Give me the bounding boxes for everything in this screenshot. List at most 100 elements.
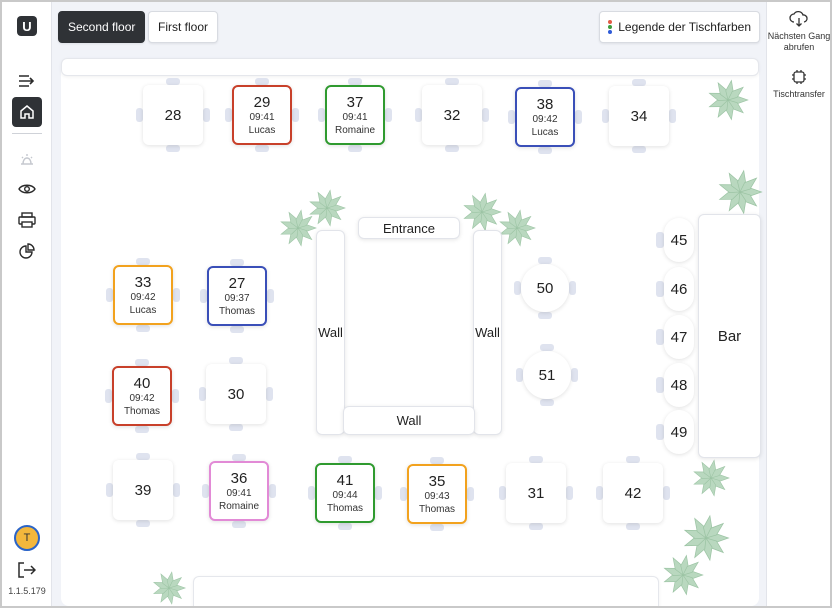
chair (538, 147, 552, 154)
table-48[interactable]: 48 (656, 363, 694, 407)
chair (430, 524, 444, 531)
table-29[interactable]: 29 09:41 Lucas (225, 78, 299, 152)
table-30[interactable]: 30 (199, 357, 273, 431)
table-50[interactable]: 50 (514, 257, 576, 319)
table-transfer-button[interactable]: Tischtransfer (767, 68, 831, 100)
table-surface[interactable]: 45 (664, 218, 694, 262)
table-surface[interactable]: 48 (664, 363, 694, 407)
home-icon[interactable] (12, 97, 42, 127)
table-31[interactable]: 31 (499, 456, 573, 530)
table-time: 09:42 (130, 291, 156, 303)
table-surface[interactable]: 49 (664, 410, 694, 454)
table-surface[interactable]: 28 (143, 85, 203, 145)
plant-decoration-icon (309, 189, 346, 227)
table-41[interactable]: 41 09:44 Thomas (308, 456, 382, 530)
table-27[interactable]: 27 09:37 Thomas (200, 259, 274, 333)
table-number: 28 (164, 106, 182, 124)
table-surface[interactable]: 29 09:41 Lucas (232, 85, 292, 145)
plant-decoration-icon (708, 79, 749, 121)
table-surface[interactable]: 35 09:43 Thomas (407, 464, 467, 524)
table-45[interactable]: 45 (656, 218, 694, 262)
chair (230, 259, 244, 266)
eye-icon[interactable] (12, 174, 42, 204)
chair (540, 399, 554, 406)
chair (467, 487, 474, 501)
table-34[interactable]: 34 (602, 79, 676, 153)
chair (602, 109, 609, 123)
chair (106, 483, 113, 497)
table-number: 40 (133, 374, 151, 392)
table-surface[interactable]: 37 09:41 Romaine (325, 85, 385, 145)
table-33[interactable]: 33 09:42 Lucas (106, 258, 180, 332)
color-dots-icon (608, 20, 613, 34)
chair (400, 487, 407, 501)
tab-first-floor[interactable]: First floor (148, 11, 219, 43)
chair (516, 368, 523, 382)
logout-icon[interactable] (12, 555, 42, 585)
table-color-legend-button[interactable]: Legende der Tischfarben (599, 11, 760, 43)
table-surface[interactable]: 33 09:42 Lucas (113, 265, 173, 325)
chair (200, 289, 207, 303)
table-surface[interactable]: 31 (506, 463, 566, 523)
chair (105, 389, 112, 403)
chair (106, 288, 113, 302)
printer-icon[interactable] (12, 205, 42, 235)
table-surface[interactable]: 40 09:42 Thomas (112, 366, 172, 426)
plant-decoration-icon (693, 459, 730, 497)
chair (172, 389, 179, 403)
table-28[interactable]: 28 (136, 78, 210, 152)
table-49[interactable]: 49 (656, 410, 694, 454)
table-surface[interactable]: 41 09:44 Thomas (315, 463, 375, 523)
table-time: 09:42 (532, 113, 558, 125)
table-surface[interactable]: 32 (422, 85, 482, 145)
next-course-button[interactable]: Nächsten Gang abrufen (767, 10, 831, 53)
table-number: 41 (336, 471, 354, 489)
chair (166, 145, 180, 152)
table-39[interactable]: 39 (106, 453, 180, 527)
wall-bottom: Wall (343, 406, 475, 435)
table-number: 33 (134, 273, 152, 291)
table-40[interactable]: 40 09:42 Thomas (105, 359, 179, 433)
tab-second-floor[interactable]: Second floor (58, 11, 146, 43)
table-number: 42 (624, 484, 642, 502)
table-32[interactable]: 32 (415, 78, 489, 152)
table-surface[interactable]: 46 (664, 267, 694, 311)
table-surface[interactable]: 51 (523, 351, 571, 399)
table-surface[interactable]: 42 (603, 463, 663, 523)
pie-chart-icon[interactable] (12, 236, 42, 266)
chair (656, 281, 664, 297)
table-37[interactable]: 37 09:41 Romaine (318, 78, 392, 152)
table-surface[interactable]: 34 (609, 86, 669, 146)
chair (540, 344, 554, 351)
chair (173, 288, 180, 302)
table-36[interactable]: 36 09:41 Romaine (202, 454, 276, 528)
collapse-menu-icon[interactable] (12, 66, 42, 96)
table-surface[interactable]: 50 (521, 264, 569, 312)
table-surface[interactable]: 38 09:42 Lucas (515, 87, 575, 147)
table-surface[interactable]: 36 09:41 Romaine (209, 461, 269, 521)
table-number: 50 (536, 279, 554, 297)
chair (575, 110, 582, 124)
plant-decoration-icon (499, 209, 536, 247)
chair (508, 110, 515, 124)
table-35[interactable]: 35 09:43 Thomas (400, 457, 474, 531)
chair (348, 78, 362, 85)
bell-icon[interactable] (12, 144, 42, 174)
table-number: 27 (228, 274, 246, 292)
table-surface[interactable]: 39 (113, 460, 173, 520)
table-number: 51 (538, 366, 556, 384)
table-surface[interactable]: 47 (664, 315, 694, 359)
table-42[interactable]: 42 (596, 456, 670, 530)
chair (385, 108, 392, 122)
table-surface[interactable]: 27 09:37 Thomas (207, 266, 267, 326)
chair (656, 377, 664, 393)
table-51[interactable]: 51 (516, 344, 578, 406)
user-avatar[interactable]: T (14, 525, 40, 551)
table-46[interactable]: 46 (656, 267, 694, 311)
table-38[interactable]: 38 09:42 Lucas (508, 80, 582, 154)
chair (656, 232, 664, 248)
chair (566, 486, 573, 500)
table-surface[interactable]: 30 (206, 364, 266, 424)
table-47[interactable]: 47 (656, 315, 694, 359)
table-number: 39 (134, 481, 152, 499)
